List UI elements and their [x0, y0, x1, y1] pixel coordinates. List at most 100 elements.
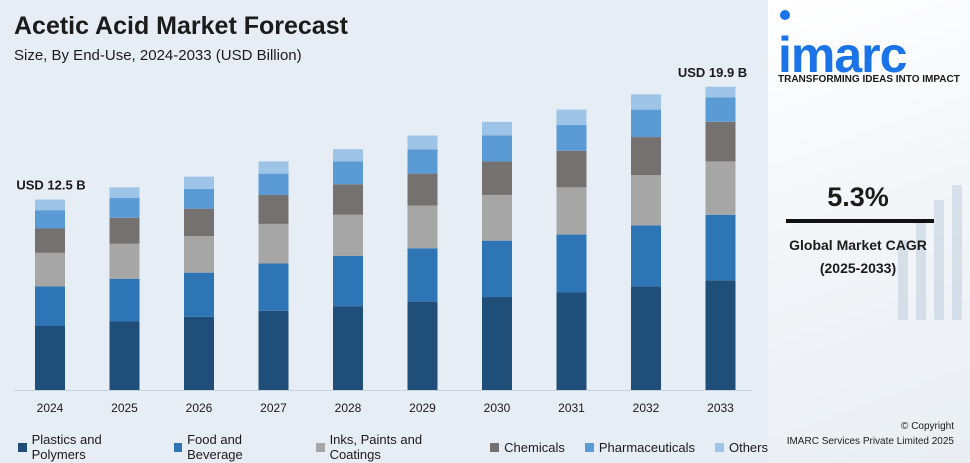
copyright: © Copyright IMARC Services Private Limit… — [787, 419, 954, 449]
bar-segment — [333, 255, 363, 307]
bar-segment — [109, 321, 140, 390]
bar-segment — [35, 326, 65, 390]
cagr-label-line1: Global Market CAGR — [789, 237, 927, 253]
bar-segment — [407, 248, 438, 302]
bar-segment — [184, 316, 214, 390]
legend-item: Others — [714, 432, 768, 462]
bar-segment — [556, 124, 587, 151]
legend-label: Others — [728, 439, 768, 455]
logo-dot-icon — [780, 10, 790, 20]
bar-segment — [482, 194, 512, 241]
bar-segment — [258, 310, 289, 390]
legend-label: Food and Beverage — [187, 432, 243, 462]
legend-swatch — [584, 442, 594, 452]
legend-item: Chemicals — [490, 432, 565, 462]
bar-segment — [631, 137, 661, 176]
bar-segment — [109, 198, 140, 218]
x-tick-label: 2027 — [260, 401, 287, 415]
bar-segment — [258, 263, 289, 311]
bar-segment — [184, 188, 214, 209]
copyright-line2: IMARC Services Private Limited 2025 — [786, 436, 954, 447]
cagr-value: 5.3% — [827, 182, 889, 212]
bar-segment — [109, 243, 140, 279]
bar-segment — [631, 286, 661, 390]
bar-segment — [35, 228, 65, 253]
bar-segment — [556, 109, 587, 125]
x-tick-label: 2028 — [335, 401, 362, 415]
end-value-label: USD 19.9 B — [678, 65, 747, 80]
x-tick-label: 2031 — [558, 401, 585, 415]
cagr-label-line2: (2025-2033) — [819, 260, 897, 276]
bar-segment — [333, 306, 363, 390]
bar-segment — [258, 173, 289, 195]
side-panel: imarc TRANSFORMING IDEAS INTO IMPACT 5.3… — [768, 0, 970, 463]
bar-segment — [109, 217, 140, 244]
chart-subtitle: Size, By End-Use, 2024-2033 (USD Billion… — [14, 47, 302, 64]
bar-segment — [482, 297, 512, 390]
bar-segment — [705, 161, 736, 215]
bar-segment — [184, 236, 214, 273]
bar-segment — [109, 278, 140, 322]
legend-swatch — [18, 442, 27, 452]
chart-panel: Acetic Acid Market Forecast Size, By End… — [0, 0, 768, 463]
bar-segment — [631, 94, 661, 110]
bar-segment — [482, 135, 512, 162]
bar-segment — [631, 225, 661, 287]
legend-label: Chemicals — [504, 439, 565, 455]
x-tick-label: 2024 — [37, 401, 64, 415]
legend-item: Food and Beverage — [173, 432, 296, 462]
bar-segment — [333, 184, 363, 215]
imarc-logo: imarc — [778, 27, 907, 83]
bar-segment — [556, 150, 587, 188]
bar-segment — [556, 187, 587, 235]
bar-segment — [407, 301, 438, 390]
legend-swatch — [173, 442, 183, 452]
bar-segment — [482, 240, 512, 298]
bar-segment — [35, 252, 65, 287]
bar-segment — [407, 135, 438, 150]
bar-segment — [556, 234, 587, 293]
bar-segment — [705, 97, 736, 122]
bar-segment — [333, 214, 363, 256]
legend-label: Pharmaceuticals — [598, 439, 695, 455]
stacked-bar-chart: 2024 2025 2026 2027 2028 2029 2030 2031 2032 2033… — [14, 65, 752, 415]
background-chart-graphic — [898, 185, 962, 320]
chart-legend: Plastics and Polymers Food and Beverage In… — [18, 432, 768, 462]
bar-segment — [705, 121, 736, 162]
bar-segment — [705, 86, 736, 98]
bar-segment — [258, 194, 289, 224]
bar-segment — [35, 210, 65, 229]
bar-segment — [631, 175, 661, 226]
legend-item: Plastics and Polymers — [18, 432, 154, 462]
bar-segment — [109, 187, 140, 198]
x-tick-label: 2033 — [707, 401, 734, 415]
bar-segment — [35, 199, 65, 211]
x-tick-label: 2032 — [633, 401, 660, 415]
x-tick-label: 2029 — [409, 401, 436, 415]
bar-segment — [333, 161, 363, 185]
bar-segment — [258, 223, 289, 264]
legend-swatch — [490, 442, 500, 452]
start-value-label: USD 12.5 B — [16, 178, 85, 193]
legend-item: Pharmaceuticals — [584, 432, 695, 462]
x-tick-label: 2030 — [484, 401, 511, 415]
cagr-divider — [786, 219, 934, 223]
bar-segment — [35, 286, 65, 326]
bar-segment — [333, 149, 363, 162]
legend-label: Inks, Paints and Coatings — [329, 432, 423, 462]
bar-segment — [184, 176, 214, 189]
bar-segment — [556, 292, 587, 390]
bar-segment — [184, 208, 214, 237]
bar-segment — [184, 272, 214, 317]
logo-tagline: TRANSFORMING IDEAS INTO IMPACT — [778, 74, 960, 85]
bar-segment — [407, 205, 438, 249]
copyright-line1: © Copyright — [901, 421, 954, 432]
bar-segment — [407, 149, 438, 174]
x-tick-label: 2026 — [186, 401, 213, 415]
legend-swatch — [714, 442, 724, 452]
bar-segment — [705, 280, 736, 390]
legend-item: Inks, Paints and Coatings — [315, 432, 470, 462]
bar-segment — [258, 161, 289, 174]
bar-segment — [407, 173, 438, 206]
bar-segment — [705, 214, 736, 281]
